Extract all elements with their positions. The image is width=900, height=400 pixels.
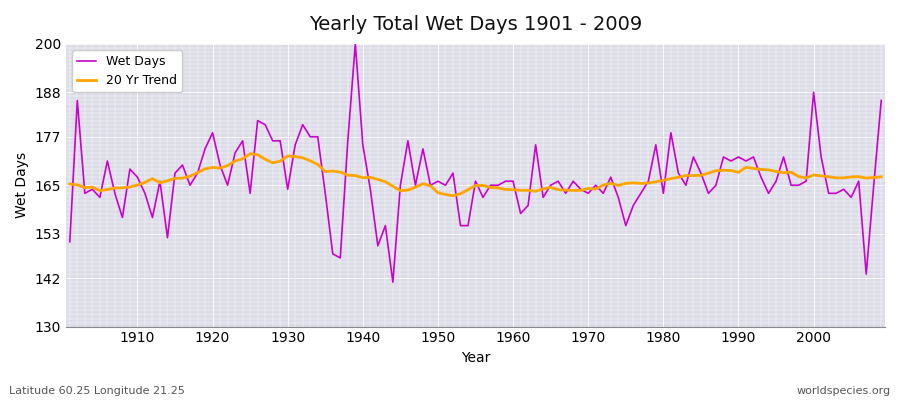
Wet Days — [613, 195, 624, 200]
Wet Days — [876, 98, 886, 103]
Text: Latitude 60.25 Longitude 21.25: Latitude 60.25 Longitude 21.25 — [9, 386, 184, 396]
20 Yr Trend — [124, 185, 135, 190]
20 Yr Trend — [447, 193, 458, 198]
Wet Days — [388, 280, 399, 284]
20 Yr Trend — [65, 182, 76, 186]
Wet Days — [290, 142, 301, 147]
20 Yr Trend — [613, 183, 624, 188]
Wet Days — [65, 239, 76, 244]
Legend: Wet Days, 20 Yr Trend: Wet Days, 20 Yr Trend — [72, 50, 182, 92]
Wet Days — [515, 211, 526, 216]
20 Yr Trend — [523, 188, 534, 193]
Line: 20 Yr Trend: 20 Yr Trend — [70, 154, 881, 196]
20 Yr Trend — [876, 174, 886, 179]
Y-axis label: Wet Days: Wet Days — [15, 152, 29, 218]
Line: Wet Days: Wet Days — [70, 44, 881, 282]
Text: worldspecies.org: worldspecies.org — [796, 386, 891, 396]
20 Yr Trend — [515, 188, 526, 193]
20 Yr Trend — [342, 173, 353, 178]
X-axis label: Year: Year — [461, 351, 491, 365]
Wet Days — [124, 167, 135, 172]
Wet Days — [335, 256, 346, 260]
Wet Days — [350, 42, 361, 46]
20 Yr Trend — [245, 151, 256, 156]
20 Yr Trend — [297, 155, 308, 160]
Title: Yearly Total Wet Days 1901 - 2009: Yearly Total Wet Days 1901 - 2009 — [309, 15, 642, 34]
Wet Days — [523, 203, 534, 208]
